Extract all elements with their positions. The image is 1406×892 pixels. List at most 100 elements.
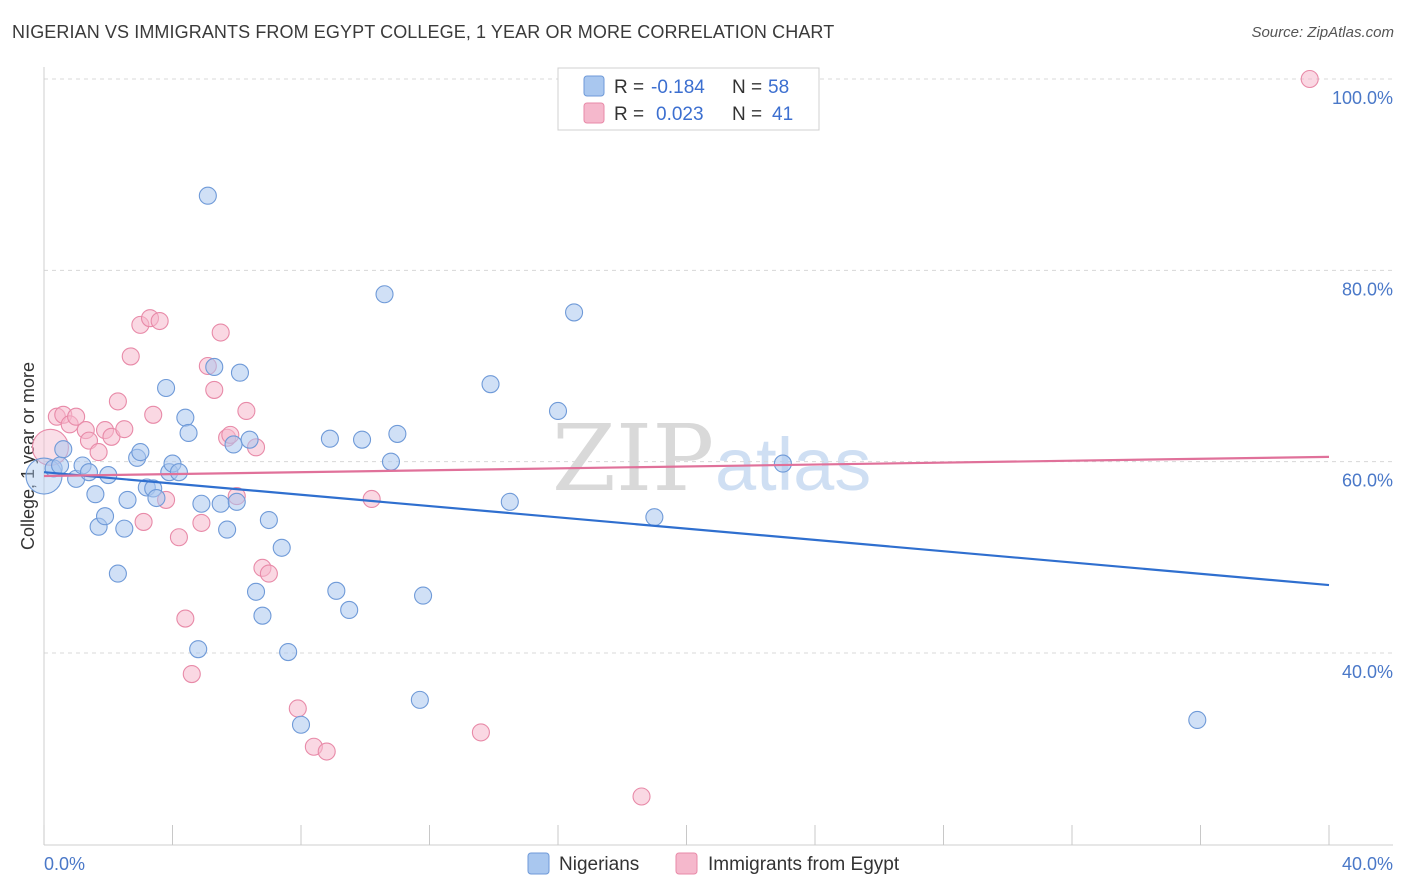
point-nigerians-19 (157, 378, 176, 398)
point-egypt-12 (121, 347, 140, 366)
series-nigerians-points (25, 186, 1207, 734)
point-nigerians-48 (410, 690, 429, 709)
y-axis-label: College, 1 year or more (18, 362, 38, 550)
point-nigerians-22 (169, 463, 188, 482)
point-nigerians-43 (340, 600, 359, 620)
point-nigerians-29 (211, 494, 230, 513)
point-nigerians-24 (179, 423, 198, 443)
legend-n-value-1: 41 (772, 104, 793, 125)
legend-n-label-0: N = (732, 77, 762, 98)
legend-n-label-1: N = (732, 104, 762, 125)
point-nigerians-35 (246, 582, 266, 601)
point-nigerians-56 (1188, 710, 1207, 730)
point-egypt-37 (471, 723, 490, 742)
point-nigerians-44 (352, 430, 372, 449)
x-tick-label-1: 40.0% (1342, 854, 1393, 874)
legend-n-value-0: 58 (768, 77, 789, 98)
point-nigerians-18 (147, 488, 166, 508)
legend-r-value-0: -0.184 (651, 77, 705, 98)
point-egypt-32 (259, 564, 278, 583)
point-egypt-10 (108, 392, 127, 411)
trend-lines (43, 455, 1330, 587)
point-egypt-7 (89, 443, 108, 462)
point-nigerians-38 (272, 538, 291, 557)
legend-swatch-egypt (583, 102, 605, 124)
bottom-legend-label-egypt: Immigrants from Egypt (708, 854, 900, 875)
y-tick-label-40: 40.0% (1342, 662, 1393, 682)
point-egypt-36 (362, 489, 381, 509)
point-egypt-35 (317, 742, 336, 761)
point-egypt-20 (176, 609, 195, 628)
point-nigerians-55 (773, 454, 792, 473)
point-nigerians-6 (79, 463, 99, 482)
point-nigerians-27 (198, 186, 217, 205)
point-nigerians-51 (500, 492, 519, 511)
bottom-legend-swatch-egypt (675, 852, 698, 875)
x-ticks (43, 825, 1330, 845)
point-nigerians-34 (240, 430, 259, 449)
y-tick-label-80: 80.0% (1342, 279, 1393, 299)
point-nigerians-39 (279, 642, 298, 662)
point-nigerians-26 (192, 494, 211, 513)
point-nigerians-25 (189, 640, 208, 659)
legend-r-label-1: R = (614, 104, 644, 125)
point-nigerians-46 (381, 452, 401, 471)
y-tick-labels: 40.0% 60.0% 80.0% 100.0% (1332, 88, 1393, 682)
point-egypt-17 (150, 311, 169, 331)
point-egypt-25 (211, 323, 230, 342)
bottom-legend-swatch-nigerians (527, 852, 550, 875)
point-nigerians-15 (131, 443, 150, 462)
point-egypt-24 (205, 380, 224, 399)
trend-line-nigerians (43, 471, 1330, 587)
legend-swatch-nigerians (583, 75, 605, 97)
point-nigerians-11 (108, 564, 127, 583)
point-egypt-16 (144, 405, 163, 424)
point-nigerians-53 (565, 303, 584, 322)
point-egypt-29 (237, 401, 256, 421)
point-nigerians-42 (327, 581, 346, 600)
point-egypt-21 (182, 664, 201, 684)
chart-title: NIGERIAN VS IMMIGRANTS FROM EGYPT COLLEG… (12, 22, 835, 42)
point-nigerians-47 (388, 424, 407, 443)
point-nigerians-3 (54, 440, 73, 459)
point-nigerians-50 (481, 375, 500, 394)
gridlines (44, 78, 1393, 654)
series-legend: Nigerians Immigrants from Egypt (527, 852, 900, 875)
point-nigerians-40 (291, 715, 311, 734)
bottom-legend-label-nigerians: Nigerians (559, 854, 639, 875)
legend-r-label-0: R = (614, 77, 644, 98)
point-nigerians-36 (253, 606, 272, 625)
point-nigerians-7 (86, 485, 105, 504)
point-nigerians-2 (51, 456, 70, 475)
point-egypt-39 (1300, 69, 1319, 89)
legend-r-value-1: 0.023 (656, 104, 704, 125)
correlation-legend: R = -0.184 N = 58 R = 0.023 N = 41 (557, 67, 820, 131)
point-nigerians-12 (115, 519, 134, 538)
y-tick-label-100: 100.0% (1332, 88, 1393, 108)
point-egypt-33 (288, 699, 307, 718)
point-nigerians-49 (414, 586, 433, 605)
point-nigerians-30 (218, 520, 237, 539)
point-nigerians-33 (230, 363, 250, 382)
point-nigerians-41 (320, 429, 339, 448)
point-egypt-22 (192, 513, 211, 532)
point-egypt-14 (134, 512, 153, 531)
watermark-zip: ZIP (552, 405, 714, 512)
point-nigerians-54 (645, 508, 664, 527)
point-egypt-4 (67, 407, 86, 426)
point-egypt-11 (115, 420, 134, 439)
point-nigerians-37 (259, 510, 278, 530)
point-nigerians-52 (548, 401, 568, 421)
point-nigerians-45 (375, 285, 394, 304)
point-nigerians-32 (227, 492, 246, 511)
axes (43, 67, 1393, 846)
y-tick-label-60: 60.0% (1342, 471, 1393, 491)
point-egypt-38 (632, 787, 651, 806)
point-egypt-19 (169, 528, 188, 547)
point-nigerians-23 (176, 408, 195, 427)
x-tick-label-0: 0.0% (44, 854, 85, 874)
point-nigerians-28 (205, 357, 224, 377)
chart-source: Source: ZipAtlas.com (1251, 24, 1394, 41)
point-nigerians-9 (95, 507, 115, 526)
